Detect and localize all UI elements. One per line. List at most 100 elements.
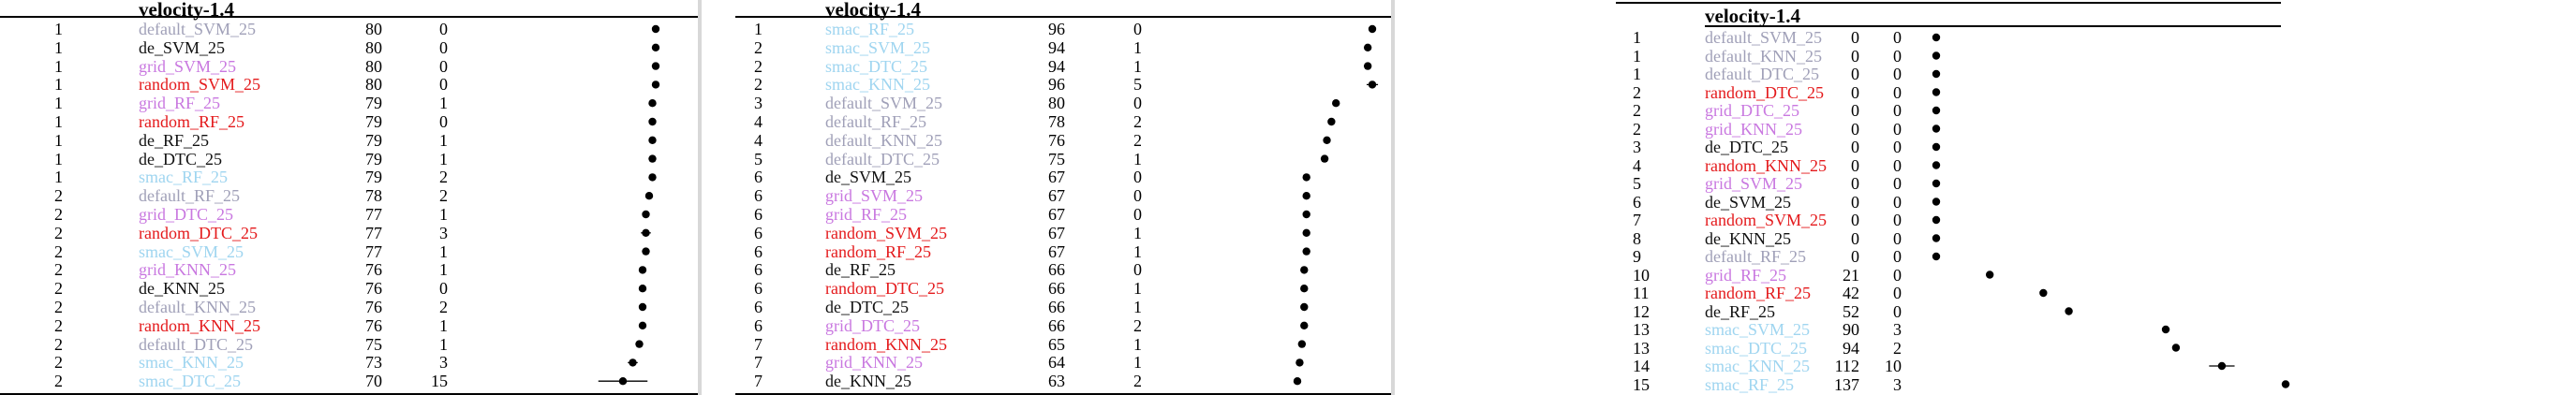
table-row: 1 default_KNN_25 0 0 <box>1616 47 2347 66</box>
table-row: 13 smac_DTC_25 94 2 <box>1616 339 2347 358</box>
treatment-name-cell: grid_KNN_25 <box>1705 119 1802 139</box>
table-row: 6 de_SVM_25 0 0 <box>1616 193 2347 212</box>
rank-cell: 13 <box>1633 338 1650 358</box>
median-dot <box>1302 247 1310 256</box>
median-dot <box>648 136 657 144</box>
rank-cell: 4 <box>754 112 762 131</box>
rank-cell: 9 <box>1633 247 1641 266</box>
median-cell: 77 <box>365 223 382 242</box>
treatment-name-cell: random_KNN_25 <box>139 315 260 335</box>
table-row: 6 de_DTC_25 66 1 <box>735 298 1391 316</box>
table-row: 2 grid_DTC_25 0 0 <box>1616 101 2347 120</box>
treatment-name-cell: de_KNN_25 <box>1705 228 1791 248</box>
treatment-name-cell: de_SVM_25 <box>825 168 912 187</box>
median-dot <box>1327 117 1336 126</box>
median-cell: 79 <box>365 168 382 187</box>
iqr-cell: 0 <box>1133 20 1142 38</box>
iqr-cell: 0 <box>1893 265 1902 285</box>
table-row: 2 grid_DTC_25 77 1 <box>0 205 698 224</box>
treatment-name-cell: de_KNN_25 <box>825 372 911 391</box>
header-rule <box>1705 25 2281 27</box>
treatment-name-cell: random_DTC_25 <box>1705 82 1824 102</box>
table-row: 3 default_SVM_25 80 0 <box>735 94 1391 112</box>
table-row: 2 default_RF_25 78 2 <box>0 186 698 205</box>
iqr-cell: 1 <box>1133 223 1142 242</box>
median-cell: 0 <box>1851 28 1859 47</box>
iqr-cell: 0 <box>1133 168 1142 187</box>
rank-cell: 6 <box>754 260 762 280</box>
rank-cell: 6 <box>754 168 762 187</box>
median-cell: 80 <box>365 37 382 57</box>
iqr-cell: 1 <box>1133 298 1142 316</box>
rank-cell: 4 <box>1633 155 1641 175</box>
treatment-name-cell: de_DTC_25 <box>825 298 909 316</box>
table-title: velocity-1.4 <box>139 0 235 21</box>
treatment-name-cell: smac_RF_25 <box>825 20 915 38</box>
treatment-name-cell: de_DTC_25 <box>139 149 222 168</box>
median-cell: 64 <box>1048 353 1065 373</box>
rank-cell: 6 <box>1633 192 1641 212</box>
treatment-name-cell: default_RF_25 <box>1705 247 1806 266</box>
rank-cell: 1 <box>54 112 63 131</box>
iqr-cell: 0 <box>1893 28 1902 47</box>
table-row: 2 smac_DTC_25 94 1 <box>735 57 1391 76</box>
median-cell: 0 <box>1851 101 1859 120</box>
dot-plot <box>1932 33 2290 388</box>
treatment-name-cell: smac_SVM_25 <box>1705 320 1810 339</box>
rank-cell: 2 <box>1633 101 1641 120</box>
top-rule <box>1616 2 2281 4</box>
median-dot <box>1300 266 1309 274</box>
treatment-name-cell: grid_KNN_25 <box>139 260 236 280</box>
table-title: velocity-1.4 <box>825 0 922 21</box>
treatment-name-cell: random_RF_25 <box>1705 284 1812 302</box>
iqr-cell: 0 <box>439 20 448 38</box>
median-dot <box>1323 136 1331 144</box>
median-dot <box>1932 198 1941 206</box>
median-cell: 76 <box>1048 130 1065 150</box>
treatment-name-cell: smac_DTC_25 <box>1705 338 1807 358</box>
median-cell: 67 <box>1048 186 1065 206</box>
rank-cell: 13 <box>1633 320 1650 339</box>
dot-plot <box>598 24 660 386</box>
median-cell: 77 <box>365 205 382 224</box>
iqr-cell: 1 <box>1133 37 1142 57</box>
rank-cell: 2 <box>754 37 762 57</box>
iqr-cell: 0 <box>1893 138 1902 156</box>
iqr-cell: 1 <box>439 334 448 354</box>
iqr-cell: 0 <box>1893 284 1902 302</box>
median-cell: 73 <box>365 353 382 373</box>
iqr-cell: 0 <box>1893 247 1902 266</box>
median-dot <box>648 99 657 108</box>
median-dot <box>2039 288 2048 298</box>
median-cell: 70 <box>365 372 382 391</box>
median-dot <box>1932 161 1941 169</box>
rank-cell: 1 <box>754 20 762 38</box>
treatment-name-cell: smac_KNN_25 <box>139 353 244 373</box>
header-rule <box>735 16 1391 18</box>
rank-cell: 2 <box>54 353 63 373</box>
treatment-name-cell: smac_DTC_25 <box>139 372 241 391</box>
median-dot <box>1302 173 1310 182</box>
median-dot <box>1363 43 1372 51</box>
median-cell: 75 <box>365 334 382 354</box>
median-cell: 66 <box>1048 279 1065 299</box>
median-dot <box>1985 271 1994 279</box>
table-row: 1 de_RF_25 79 1 <box>0 131 698 150</box>
median-dot <box>648 154 657 163</box>
iqr-cell: 2 <box>439 298 448 316</box>
rank-cell: 6 <box>754 279 762 299</box>
treatment-name-cell: random_SVM_25 <box>1705 211 1827 229</box>
treatment-name-cell: default_RF_25 <box>825 112 926 131</box>
iqr-cell: 0 <box>1893 174 1902 193</box>
treatment-name-cell: smac_RF_25 <box>139 168 229 187</box>
table-row: 7 de_KNN_25 63 2 <box>735 372 1391 390</box>
rank-cell: 7 <box>1633 211 1641 229</box>
median-dot <box>638 302 647 312</box>
median-cell: 67 <box>1048 205 1065 224</box>
median-cell: 0 <box>1851 192 1859 212</box>
table-row: 6 de_RF_25 66 0 <box>735 260 1391 279</box>
iqr-cell: 1 <box>1133 56 1142 76</box>
median-cell: 76 <box>365 315 382 335</box>
iqr-cell: 2 <box>1133 372 1142 391</box>
treatment-name-cell: default_DTC_25 <box>1705 65 1819 83</box>
